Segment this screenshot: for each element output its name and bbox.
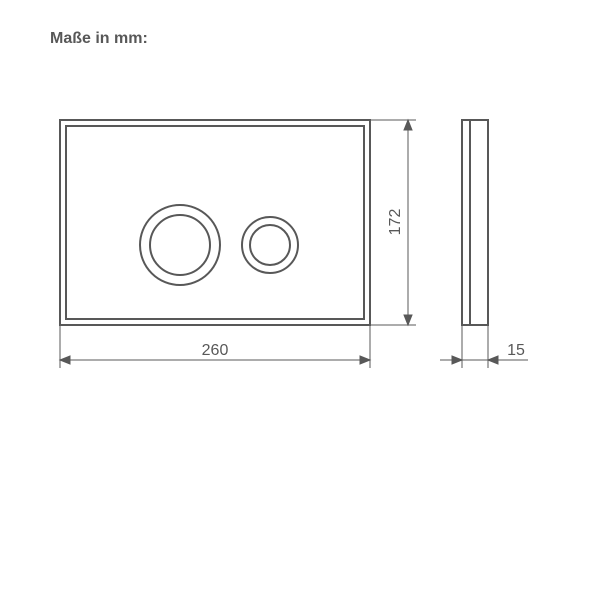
dimension-depth-label: 15 — [507, 342, 525, 359]
dimension-depth: 15 — [440, 325, 528, 368]
side-view — [462, 120, 488, 325]
dimension-height: 172 — [370, 120, 416, 325]
dimension-diagram: 260 172 15 — [0, 0, 600, 600]
dimension-width-label: 260 — [202, 342, 229, 359]
dimension-height-label: 172 — [387, 209, 404, 236]
dimension-width: 260 — [60, 325, 370, 368]
front-view — [60, 120, 370, 325]
